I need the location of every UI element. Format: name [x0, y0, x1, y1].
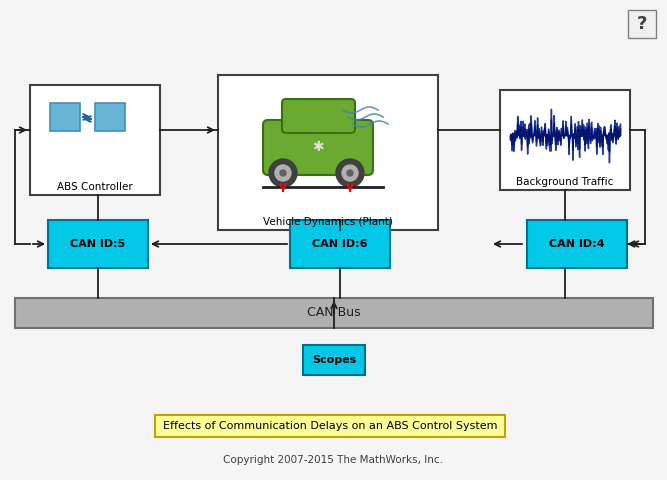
- Circle shape: [275, 165, 291, 181]
- FancyBboxPatch shape: [282, 99, 355, 133]
- Bar: [50, 103, 80, 131]
- Bar: [628, 10, 656, 38]
- Text: CAN ID:6: CAN ID:6: [312, 239, 368, 249]
- Text: Effects of Communication Delays on an ABS Control System: Effects of Communication Delays on an AB…: [163, 421, 498, 431]
- Text: Scopes: Scopes: [312, 355, 356, 365]
- Text: ABS Controller: ABS Controller: [57, 182, 133, 192]
- Bar: [303, 345, 365, 375]
- Circle shape: [280, 170, 286, 176]
- Bar: [527, 220, 627, 268]
- Circle shape: [269, 159, 297, 187]
- Bar: [48, 220, 148, 268]
- Bar: [155, 415, 505, 437]
- Text: Vehicle Dynamics (Plant): Vehicle Dynamics (Plant): [263, 217, 393, 227]
- Bar: [30, 85, 160, 195]
- Text: CAN Bus: CAN Bus: [307, 307, 361, 320]
- Text: CAN ID:4: CAN ID:4: [549, 239, 605, 249]
- Text: Copyright 2007-2015 The MathWorks, Inc.: Copyright 2007-2015 The MathWorks, Inc.: [223, 455, 443, 465]
- Text: ?: ?: [637, 15, 647, 33]
- Circle shape: [336, 159, 364, 187]
- Bar: [15, 298, 653, 328]
- Bar: [500, 90, 630, 190]
- Bar: [218, 75, 438, 230]
- Text: Background Traffic: Background Traffic: [516, 177, 614, 187]
- Bar: [290, 220, 390, 268]
- Bar: [95, 103, 125, 131]
- Text: CAN ID:5: CAN ID:5: [71, 239, 125, 249]
- Text: ✱: ✱: [312, 140, 323, 154]
- Circle shape: [342, 165, 358, 181]
- FancyBboxPatch shape: [263, 120, 373, 175]
- Circle shape: [347, 170, 353, 176]
